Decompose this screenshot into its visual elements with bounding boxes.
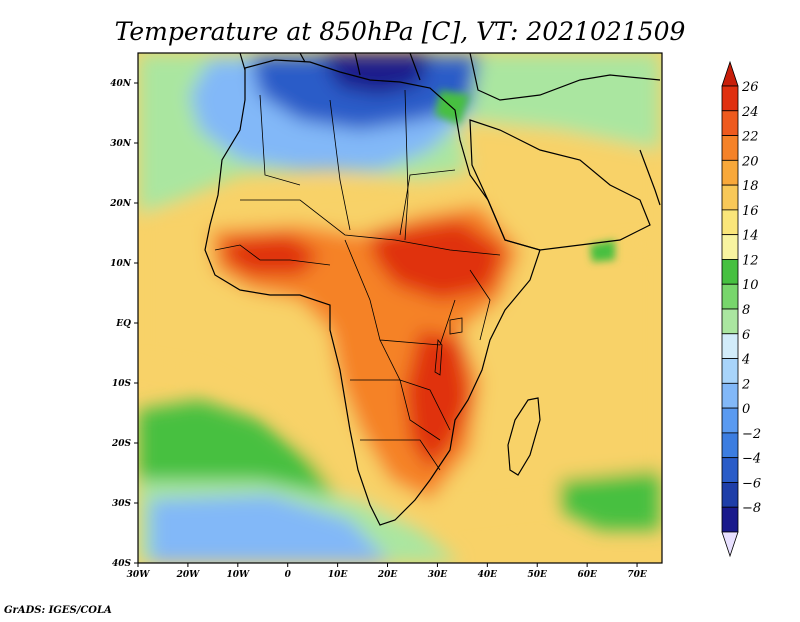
colorbar-label: −4 (742, 452, 761, 467)
colorbar-label: 8 (742, 303, 750, 318)
y-tick-label: 40S (112, 559, 132, 569)
y-tick-label: EQ (115, 319, 131, 329)
colorbar-label: −8 (742, 501, 761, 516)
colorbar-label: 2 (741, 377, 750, 392)
colorbar-box (721, 432, 739, 459)
colorbar-box (721, 407, 739, 434)
field-green-indian-ocean (590, 240, 615, 262)
colorbar-box (721, 234, 739, 260)
colorbar-label: 0 (742, 402, 750, 417)
colorbar-box (721, 457, 739, 483)
colorbar-label: 22 (741, 130, 759, 145)
colorbar-label: 14 (742, 229, 759, 244)
india-coastline (639, 149, 661, 206)
field-hottest-west (225, 235, 320, 275)
coastlines (204, 53, 661, 526)
border-line (259, 94, 301, 186)
colorbar-label: 16 (742, 204, 759, 219)
lake-tanganyika (434, 338, 443, 376)
y-tick-label: 10N (110, 259, 132, 269)
border-line (469, 269, 491, 341)
x-tick-label: 30E (428, 570, 448, 580)
x-tick-label: 60E (577, 570, 597, 580)
colorbar-box (721, 283, 739, 310)
border-line (350, 379, 441, 441)
colorbar-box (721, 184, 739, 211)
colorbar-box (721, 506, 739, 533)
y-tick-label: 20N (109, 199, 132, 209)
colorbar-label: 24 (741, 105, 759, 120)
x-tick-label: 40E (478, 570, 498, 580)
colorbar-label: 12 (742, 253, 759, 268)
x-tick-label: 20E (377, 570, 398, 580)
latitude-axis: 40N 30N 20N 10N EQ 10S 20S 30S 40S (109, 79, 138, 569)
x-tick-label: 30W (127, 570, 151, 580)
map-frame (137, 52, 663, 564)
colorbar-label: 26 (741, 80, 759, 95)
border-line (360, 439, 441, 471)
africa-coastline (204, 59, 541, 526)
colorbar-top-arrow (721, 60, 739, 87)
field-green-southeast (560, 470, 660, 530)
field-cool-south (150, 495, 390, 563)
field-hottest-east (370, 220, 505, 300)
map-title: Temperature at 850hPa [C], VT: 202102150… (115, 17, 686, 46)
colorbar-box (721, 110, 739, 136)
border-line (240, 199, 501, 256)
colorbar-label: 18 (742, 179, 759, 194)
temperature-field (138, 53, 662, 563)
colorbar-box (721, 259, 739, 285)
colorbar-box (721, 382, 739, 409)
x-tick-label: 50E (528, 570, 548, 580)
border-line (379, 339, 451, 431)
colorbar-box (721, 358, 739, 384)
colorbar-bottom-arrow (721, 531, 739, 558)
field-hottest-south (405, 330, 470, 470)
colorbar-label: 20 (741, 154, 759, 169)
border-line (329, 99, 351, 231)
y-tick-label: 10S (112, 379, 132, 389)
colorbar-box (721, 482, 739, 508)
grads-credit: GrADS: IGES/COLA (4, 605, 112, 616)
y-tick-label: 20S (111, 439, 132, 449)
country-borders (214, 89, 501, 471)
longitude-axis: 30W 20W 10W 0 10E 20E 30E 40E 50E 60E 70E (127, 563, 647, 580)
colorbar-label: 4 (741, 353, 750, 368)
colorbar-box (721, 333, 739, 359)
colorbar-box (721, 159, 739, 186)
x-tick-label: 0 (285, 570, 292, 580)
field-cold-core (320, 53, 430, 95)
y-tick-label: 40N (110, 79, 132, 89)
europe-coastline (239, 53, 661, 101)
madagascar-coastline (507, 397, 541, 476)
x-tick-label: 20W (176, 570, 201, 580)
colorbar-label: 10 (742, 278, 759, 293)
colorbar-box (721, 135, 739, 161)
border-line (404, 89, 409, 241)
colorbar-label: 6 (742, 328, 750, 343)
colorbar-box (721, 308, 739, 335)
x-tick-label: 10W (226, 570, 250, 580)
border-line (214, 244, 331, 266)
x-tick-label: 10E (328, 570, 348, 580)
lake-victoria (449, 317, 463, 335)
arabia-coastline (469, 119, 651, 251)
colorbar-box (721, 85, 739, 112)
border-line (399, 169, 456, 236)
y-tick-label: 30N (110, 139, 132, 149)
colorbar-box (721, 209, 739, 236)
y-tick-label: 30S (112, 499, 132, 509)
x-tick-label: 70E (627, 570, 647, 580)
colorbar-label: −6 (742, 476, 761, 491)
colorbar-label: −2 (742, 427, 761, 442)
